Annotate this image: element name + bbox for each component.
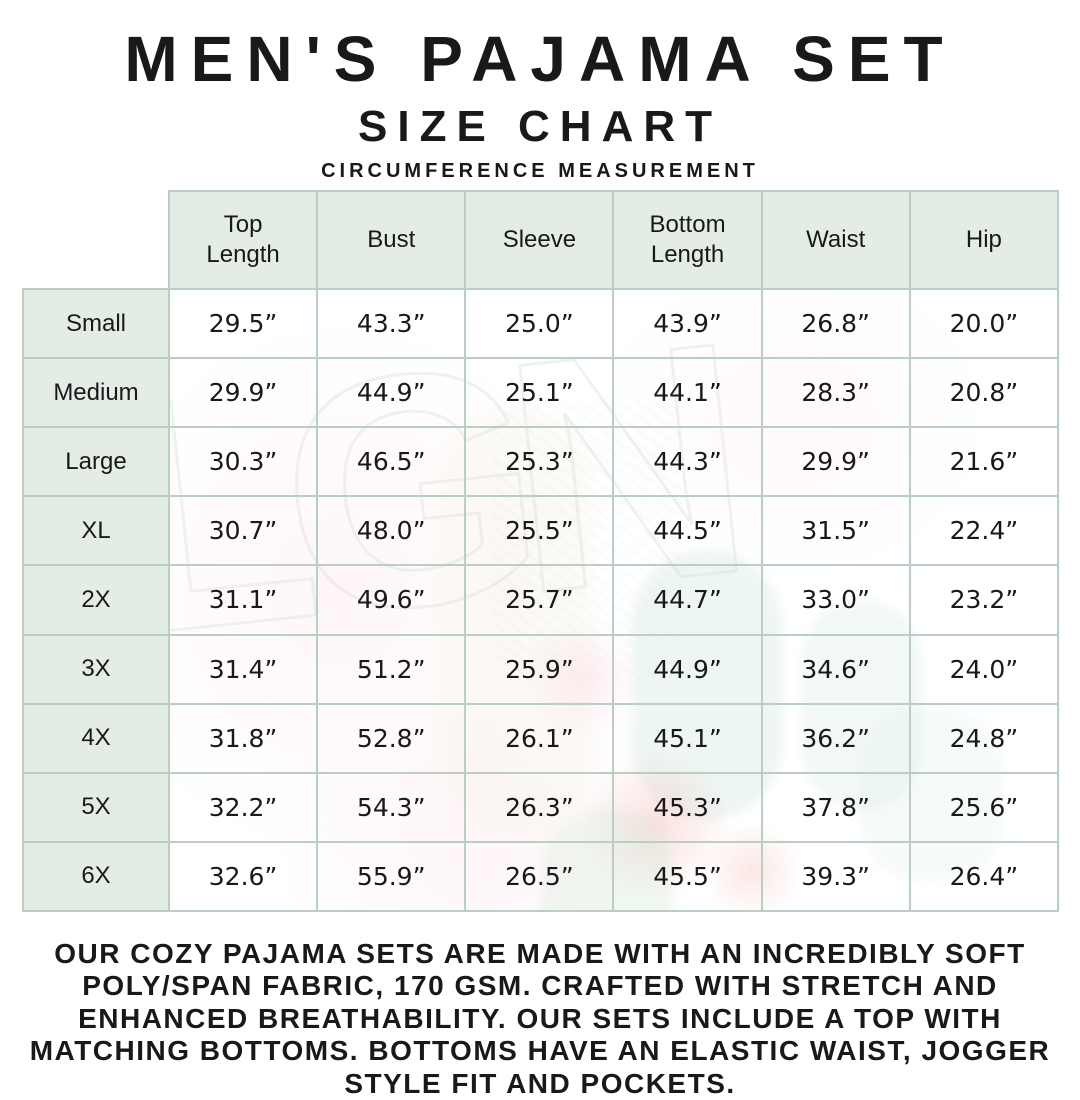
measurement-value: 24.0”	[908, 633, 1060, 705]
measurement-value: 30.7”	[167, 495, 319, 567]
measurement-note: CIRCUMFERENCE MEASUREMENT	[321, 160, 759, 182]
measurement-value: 46.5”	[316, 426, 467, 498]
column-header: Bottom Length	[612, 190, 763, 290]
measurement-value: 28.3”	[760, 357, 911, 429]
measurement-value: 39.3”	[760, 840, 911, 913]
measurement-value: 44.9”	[316, 357, 467, 429]
table-row: 6X 32.6” 55.9” 26.5” 45.5” 39.3” 26.4”	[22, 840, 1060, 913]
measurement-value: 55.9”	[316, 840, 467, 913]
column-header: Top Length	[167, 190, 319, 290]
size-label: 6X	[22, 840, 170, 913]
measurement-value: 44.7”	[612, 564, 763, 636]
measurement-value: 26.1”	[464, 702, 615, 774]
table-row: Small 29.5” 43.3” 25.0” 43.9” 26.8” 20.0”	[22, 287, 1060, 360]
measurement-value: 25.9”	[464, 633, 615, 705]
measurement-value: 26.3”	[464, 771, 615, 843]
column-header: Bust	[316, 190, 467, 290]
measurement-value: 44.5”	[612, 495, 763, 567]
table-row: Medium 29.9” 44.9” 25.1” 44.1” 28.3” 20.8”	[22, 357, 1060, 429]
measurement-value: 44.9”	[612, 633, 763, 705]
measurement-value: 37.8”	[760, 771, 911, 843]
product-description: OUR COZY PAJAMA SETS ARE MADE WITH AN IN…	[29, 938, 1051, 1099]
measurement-value: 45.3”	[612, 771, 763, 843]
measurement-value: 43.9”	[612, 287, 763, 360]
measurement-value: 43.3”	[316, 287, 467, 360]
table-row: 5X 32.2” 54.3” 26.3” 45.3” 37.8” 25.6”	[22, 771, 1060, 843]
measurement-value: 31.1”	[167, 564, 319, 636]
measurement-value: 22.4”	[908, 495, 1060, 567]
table-row: 3X 31.4” 51.2” 25.9” 44.9” 34.6” 24.0”	[22, 633, 1060, 705]
measurement-value: 30.3”	[167, 426, 319, 498]
column-header: Waist	[760, 190, 911, 290]
size-label: Medium	[22, 357, 170, 429]
measurement-value: 54.3”	[316, 771, 467, 843]
measurement-value: 25.5”	[464, 495, 615, 567]
page-title: MEN'S PAJAMA SET	[124, 23, 956, 95]
measurement-value: 33.0”	[760, 564, 911, 636]
size-label: 4X	[22, 702, 170, 774]
column-header: Sleeve	[464, 190, 615, 290]
measurement-value: 23.2”	[908, 564, 1060, 636]
measurement-value: 45.5”	[612, 840, 763, 913]
measurement-value: 34.6”	[760, 633, 911, 705]
measurement-value: 29.9”	[760, 426, 911, 498]
measurement-value: 21.6”	[908, 426, 1060, 498]
measurement-value: 20.8”	[908, 357, 1060, 429]
size-label: 2X	[22, 564, 170, 636]
column-header: Hip	[908, 190, 1060, 290]
measurement-value: 32.2”	[167, 771, 319, 843]
table-row: XL 30.7” 48.0” 25.5” 44.5” 31.5” 22.4”	[22, 495, 1060, 567]
size-chart-header-row: Top Length Bust Sleeve Bottom Length Waist Hi…	[23, 190, 1060, 290]
size-label: Small	[22, 287, 170, 360]
size-label: 3X	[22, 633, 170, 705]
size-chart-table: Top Length Bust Sleeve Bottom Length Waist Hi…	[22, 190, 1060, 913]
measurement-value: 44.1”	[612, 357, 763, 429]
measurement-value: 31.4”	[167, 633, 319, 705]
table-row: Large 30.3” 46.5” 25.3” 44.3” 29.9” 21.6”	[22, 426, 1060, 498]
measurement-value: 45.1”	[612, 702, 763, 774]
measurement-value: 25.0”	[464, 287, 615, 360]
header-row: Top Length Bust Sleeve Bottom Length Waist Hi…	[23, 190, 1060, 290]
measurement-value: 36.2”	[760, 702, 911, 774]
measurement-value: 25.6”	[908, 771, 1060, 843]
measurement-value: 32.6”	[167, 840, 319, 913]
measurement-value: 20.0”	[908, 287, 1060, 360]
size-chart-body: Small 29.5” 43.3” 25.0” 43.9” 26.8” 20.0” Mediu…	[22, 287, 1060, 913]
measurement-value: 25.7”	[464, 564, 615, 636]
measurement-value: 51.2”	[316, 633, 467, 705]
measurement-value: 52.8”	[316, 702, 467, 774]
table-corner-cell	[23, 191, 169, 289]
measurement-value: 49.6”	[316, 564, 467, 636]
table-row: 2X 31.1” 49.6” 25.7” 44.7” 33.0” 23.2”	[22, 564, 1060, 636]
measurement-value: 29.9”	[167, 357, 319, 429]
measurement-value: 25.1”	[464, 357, 615, 429]
measurement-value: 31.8”	[167, 702, 319, 774]
table-row: 4X 31.8” 52.8” 26.1” 45.1” 36.2” 24.8”	[22, 702, 1060, 774]
measurement-value: 29.5”	[167, 287, 319, 360]
measurement-value: 26.5”	[464, 840, 615, 913]
measurement-value: 48.0”	[316, 495, 467, 567]
size-label: 5X	[22, 771, 170, 843]
page-subtitle: SIZE CHART	[358, 102, 722, 151]
measurement-value: 31.5”	[760, 495, 911, 567]
measurement-value: 26.4”	[908, 840, 1060, 913]
measurement-value: 44.3”	[612, 426, 763, 498]
measurement-value: 25.3”	[464, 426, 615, 498]
size-label: XL	[22, 495, 170, 567]
size-label: Large	[22, 426, 170, 498]
measurement-value: 26.8”	[760, 287, 911, 360]
measurement-value: 24.8”	[908, 702, 1060, 774]
